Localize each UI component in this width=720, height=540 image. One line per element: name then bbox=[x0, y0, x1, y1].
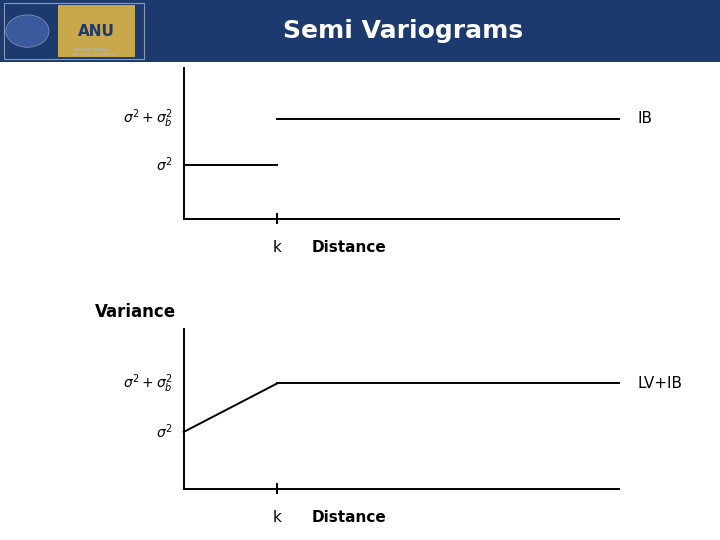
Bar bbox=[58, 5, 135, 57]
Text: Variance: Variance bbox=[95, 303, 176, 321]
Text: Variance: Variance bbox=[95, 42, 176, 59]
Text: Distance: Distance bbox=[312, 510, 387, 525]
Text: $\sigma^2$: $\sigma^2$ bbox=[156, 156, 173, 174]
Bar bbox=[0, 0, 720, 62]
Text: k: k bbox=[273, 240, 282, 255]
Text: k: k bbox=[273, 510, 282, 525]
Text: LV+IB: LV+IB bbox=[637, 376, 683, 391]
Text: Semi Variograms: Semi Variograms bbox=[283, 19, 523, 43]
Text: $\sigma^2$: $\sigma^2$ bbox=[156, 423, 173, 441]
Circle shape bbox=[6, 15, 49, 47]
Text: THE AUSTRALIAN
NATIONAL UNIVERSITY: THE AUSTRALIAN NATIONAL UNIVERSITY bbox=[72, 48, 118, 57]
Text: $\sigma^2 + \sigma_b^2$: $\sigma^2 + \sigma_b^2$ bbox=[123, 372, 173, 395]
Text: Distance: Distance bbox=[312, 240, 387, 255]
Text: $\sigma^2 + \sigma_b^2$: $\sigma^2 + \sigma_b^2$ bbox=[123, 107, 173, 130]
Bar bbox=[4, 3, 144, 59]
Text: ANU: ANU bbox=[78, 24, 115, 38]
Text: IB: IB bbox=[637, 111, 652, 126]
